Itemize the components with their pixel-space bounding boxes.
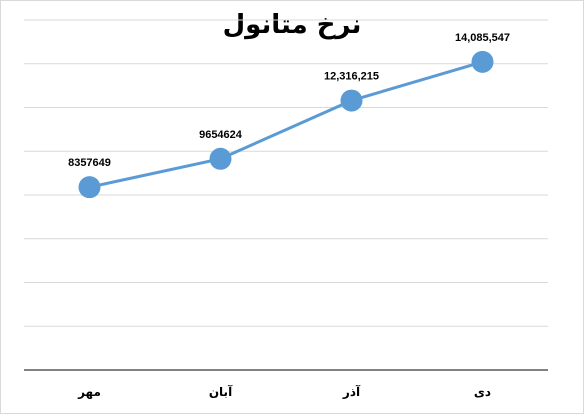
data-label-3: 12,316,215	[324, 71, 379, 83]
data-label-1: 8357649	[68, 157, 111, 169]
data-point-3	[340, 89, 363, 112]
x-tick-label-4: دی	[474, 385, 491, 399]
data-point-4	[471, 50, 494, 73]
x-tick-label-2: آبان	[209, 384, 233, 399]
chart-title: نرخ متانول	[222, 10, 362, 40]
x-tick-label-3: آذر	[342, 384, 361, 399]
data-point-2	[209, 147, 232, 170]
x-tick-labels: مهر آبان آذر دی	[77, 384, 491, 399]
data-point-1	[78, 176, 101, 199]
gridlines	[24, 19, 548, 327]
series-line	[89, 60, 483, 189]
data-labels: 8357649 9654624 12,316,215 14,085,547	[68, 32, 510, 169]
data-label-4: 14,085,547	[455, 32, 510, 44]
series-methanol	[78, 50, 494, 199]
data-label-2: 9654624	[199, 129, 243, 141]
x-tick-label-1: مهر	[77, 385, 101, 399]
